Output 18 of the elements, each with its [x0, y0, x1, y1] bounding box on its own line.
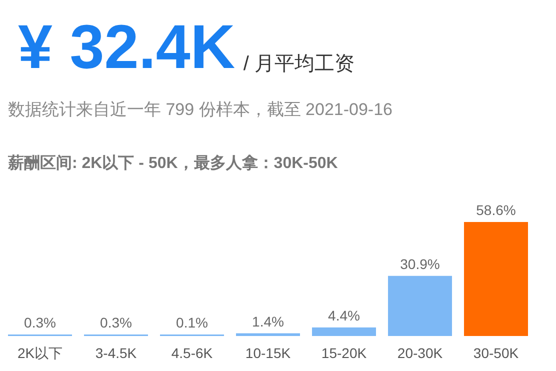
data-label: 30.9%	[400, 256, 440, 272]
x-tick-label: 10-15K	[245, 345, 291, 361]
x-tick-label: 20-30K	[397, 345, 443, 361]
x-tick-label: 30-50K	[473, 345, 519, 361]
data-label: 58.6%	[476, 202, 516, 218]
subtitle: / 月平均工资	[243, 53, 354, 75]
data-label: 0.1%	[176, 314, 208, 330]
title: ¥ 32.4K	[18, 13, 236, 82]
data-label: 0.3%	[24, 314, 56, 330]
annotation: 薪酬区间: 2K以下 - 50K，最多人拿：30K-50K	[8, 155, 338, 172]
x-tick-label: 2K以下	[17, 345, 63, 361]
annotation: 数据统计来自近一年 799 份样本，截至 2021-09-16	[8, 100, 392, 119]
x-tick-label: 3-4.5K	[95, 345, 137, 361]
data-label: 1.4%	[252, 313, 284, 330]
data-label: 4.4%	[328, 307, 360, 324]
x-tick-label: 4.5-6K	[171, 345, 213, 361]
data-label: 0.3%	[100, 314, 132, 330]
x-tick-label: 15-20K	[321, 345, 367, 361]
